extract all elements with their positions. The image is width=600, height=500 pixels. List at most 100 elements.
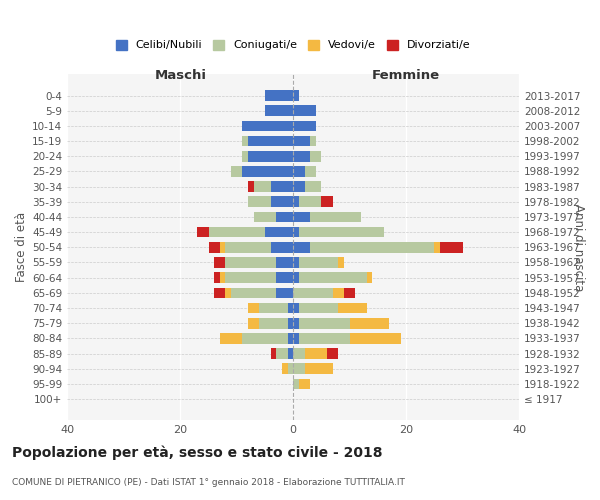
Bar (226, 288, 231, 298)
Bar (305, 364, 333, 374)
Bar (293, 378, 299, 389)
Text: COMUNE DI PIETRANICO (PE) - Dati ISTAT 1° gennaio 2018 - Elaborazione TUTTITALIA: COMUNE DI PIETRANICO (PE) - Dati ISTAT 1… (12, 478, 405, 487)
Bar (293, 120, 316, 131)
Bar (226, 257, 277, 268)
Bar (293, 212, 310, 222)
Bar (209, 242, 220, 252)
Bar (282, 364, 287, 374)
Text: Maschi: Maschi (154, 69, 206, 82)
Bar (277, 272, 293, 283)
Bar (209, 227, 265, 237)
Bar (271, 182, 293, 192)
Bar (293, 242, 310, 252)
Text: Popolazione per età, sesso e stato civile - 2018: Popolazione per età, sesso e stato civil… (12, 446, 383, 460)
Bar (259, 302, 287, 314)
Bar (277, 212, 293, 222)
Bar (293, 272, 299, 283)
Bar (338, 302, 367, 314)
Bar (299, 378, 310, 389)
Y-axis label: Anni di nascita: Anni di nascita (572, 204, 585, 291)
Bar (333, 288, 344, 298)
Bar (277, 257, 293, 268)
Legend: Celibi/Nubili, Coniugati/e, Vedovi/e, Divorziati/e: Celibi/Nubili, Coniugati/e, Vedovi/e, Di… (111, 35, 475, 55)
Bar (231, 166, 242, 176)
Bar (299, 302, 338, 314)
Bar (293, 136, 310, 146)
Bar (305, 166, 316, 176)
Bar (214, 288, 226, 298)
Bar (344, 288, 355, 298)
Bar (287, 318, 293, 328)
Bar (293, 364, 305, 374)
Bar (299, 272, 367, 283)
Bar (338, 257, 344, 268)
Y-axis label: Fasce di età: Fasce di età (15, 212, 28, 282)
Bar (271, 348, 277, 359)
Bar (214, 257, 226, 268)
Bar (293, 257, 299, 268)
Bar (367, 272, 373, 283)
Bar (305, 348, 327, 359)
Bar (293, 288, 333, 298)
Bar (293, 333, 299, 344)
Bar (248, 302, 259, 314)
Bar (293, 166, 305, 176)
Bar (293, 227, 299, 237)
Bar (277, 288, 293, 298)
Bar (287, 364, 293, 374)
Bar (299, 257, 338, 268)
Bar (299, 227, 383, 237)
Bar (226, 272, 277, 283)
Bar (248, 182, 254, 192)
Bar (226, 242, 271, 252)
Bar (197, 227, 209, 237)
Bar (310, 136, 316, 146)
Bar (299, 196, 322, 207)
Bar (277, 348, 287, 359)
Bar (322, 196, 333, 207)
Text: Femmine: Femmine (372, 69, 440, 82)
Bar (220, 242, 226, 252)
Bar (327, 348, 338, 359)
Bar (310, 242, 434, 252)
Bar (220, 333, 242, 344)
Bar (293, 302, 299, 314)
Bar (440, 242, 463, 252)
Bar (231, 288, 277, 298)
Bar (287, 348, 293, 359)
Bar (271, 196, 293, 207)
Bar (265, 106, 293, 116)
Bar (434, 242, 440, 252)
Bar (287, 333, 293, 344)
Bar (242, 166, 293, 176)
Bar (293, 151, 310, 162)
Bar (265, 227, 293, 237)
Bar (242, 120, 293, 131)
Bar (293, 106, 316, 116)
Bar (248, 196, 271, 207)
Bar (271, 242, 293, 252)
Bar (242, 136, 248, 146)
Bar (254, 182, 271, 192)
Bar (220, 272, 226, 283)
Bar (248, 318, 259, 328)
Bar (248, 136, 293, 146)
Bar (310, 212, 361, 222)
Bar (310, 151, 322, 162)
Bar (214, 272, 220, 283)
Bar (299, 333, 350, 344)
Bar (350, 333, 401, 344)
Bar (350, 318, 389, 328)
Bar (254, 212, 277, 222)
Bar (248, 151, 293, 162)
Bar (265, 90, 293, 101)
Bar (242, 151, 248, 162)
Bar (287, 302, 293, 314)
Bar (293, 318, 299, 328)
Bar (293, 90, 299, 101)
Bar (293, 348, 305, 359)
Bar (259, 318, 287, 328)
Bar (299, 318, 350, 328)
Bar (293, 182, 305, 192)
Bar (293, 196, 299, 207)
